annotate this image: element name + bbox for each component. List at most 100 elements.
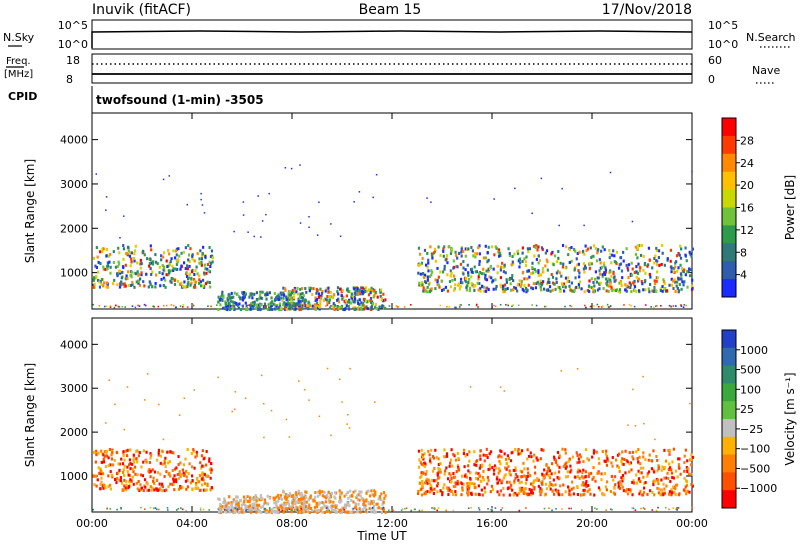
data-cell	[466, 493, 470, 497]
data-cell	[417, 489, 420, 493]
data-cell	[502, 270, 505, 274]
data-cell	[632, 481, 636, 485]
data-cell	[346, 502, 349, 506]
data-cell	[157, 451, 160, 455]
data-cell	[365, 508, 368, 511]
data-cell	[473, 288, 476, 292]
data-cell	[519, 451, 522, 455]
data-cell	[308, 226, 310, 229]
data-cell	[364, 508, 367, 511]
data-cell	[176, 260, 179, 264]
data-cell	[512, 279, 515, 283]
data-cell	[478, 244, 481, 248]
data-cell	[382, 491, 386, 495]
data-cell	[330, 223, 332, 225]
data-cell	[687, 467, 690, 471]
data-cell	[108, 260, 111, 264]
data-cell	[97, 466, 100, 470]
data-cell	[650, 467, 654, 471]
data-cell	[519, 284, 522, 288]
data-cell	[363, 506, 366, 510]
data-cell	[445, 452, 449, 456]
y-axis-label: Slant Range [km]	[23, 159, 37, 263]
data-cell	[518, 481, 521, 485]
data-cell	[156, 471, 160, 475]
data-cell	[219, 303, 222, 307]
data-cell	[508, 251, 511, 255]
data-cell	[252, 496, 256, 500]
data-cell	[230, 504, 233, 508]
data-cell	[436, 278, 439, 282]
data-cell	[421, 509, 424, 512]
data-cell	[420, 471, 423, 475]
data-cell	[306, 304, 309, 308]
data-cell	[474, 284, 477, 288]
data-cell	[487, 258, 490, 262]
data-cell	[484, 289, 488, 293]
data-cell	[655, 279, 658, 283]
data-cell	[537, 273, 540, 277]
data-cell	[492, 267, 495, 271]
data-cell	[130, 275, 133, 279]
data-cell	[219, 502, 222, 506]
data-cell	[628, 462, 631, 466]
data-cell	[596, 303, 599, 306]
data-cell	[432, 479, 436, 483]
data-cell	[235, 502, 238, 506]
data-cell	[646, 474, 649, 478]
data-cell	[492, 472, 496, 476]
data-cell	[278, 509, 280, 511]
data-cell	[372, 507, 375, 511]
data-cell	[464, 454, 467, 458]
data-cell	[265, 305, 267, 307]
data-cell	[588, 261, 592, 265]
data-cell	[274, 307, 277, 311]
data-cell	[561, 285, 565, 289]
data-cell	[553, 254, 557, 258]
data-cell	[608, 282, 612, 286]
data-cell	[296, 286, 299, 290]
data-cell	[94, 460, 97, 464]
data-cell	[127, 270, 130, 274]
data-cell	[618, 263, 621, 267]
data-cell	[482, 453, 485, 457]
data-cell	[629, 488, 632, 492]
data-cell	[169, 482, 172, 486]
data-cell	[687, 472, 690, 476]
data-cell	[134, 244, 137, 248]
data-cell	[253, 292, 256, 296]
data-cell	[613, 279, 616, 283]
data-cell	[659, 289, 662, 293]
data-cell	[236, 495, 239, 499]
data-cell	[133, 259, 136, 263]
data-cell	[530, 286, 533, 290]
data-cell	[154, 285, 157, 289]
data-cell	[308, 215, 310, 218]
data-cell	[502, 290, 505, 294]
data-cell	[352, 507, 355, 510]
data-cell	[159, 461, 162, 465]
data-cell	[388, 305, 391, 307]
data-cell	[502, 486, 505, 490]
data-cell	[568, 260, 571, 264]
data-cell	[172, 269, 175, 273]
data-cell	[660, 468, 663, 472]
data-cell	[479, 464, 482, 468]
data-cell	[194, 481, 198, 485]
data-cell	[380, 492, 383, 496]
data-cell	[517, 491, 521, 495]
data-cell	[132, 455, 135, 459]
data-cell	[564, 245, 568, 249]
data-cell	[462, 448, 466, 452]
data-cell	[370, 300, 373, 304]
data-cell	[295, 491, 298, 495]
data-cell	[266, 292, 269, 296]
data-cell	[598, 488, 602, 492]
data-cell	[300, 287, 304, 291]
data-cell	[543, 507, 546, 510]
data-cell	[609, 171, 612, 174]
data-cell	[452, 509, 455, 512]
data-cell	[158, 482, 161, 486]
data-cell	[553, 457, 556, 461]
data-cell	[528, 247, 532, 251]
